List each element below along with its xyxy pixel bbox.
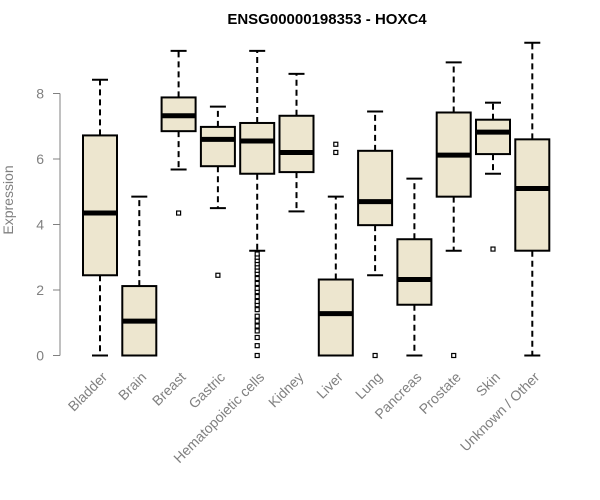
outlier-point [333, 149, 339, 156]
outlier-point [451, 352, 457, 359]
outlier-point [254, 307, 260, 313]
outlier-point [254, 251, 260, 257]
box-rect [317, 278, 354, 357]
box-skin [475, 101, 511, 252]
x-tick-label: Kidney [265, 369, 307, 411]
box-rect [396, 238, 433, 306]
outlier-point [254, 275, 260, 282]
box-rect [357, 149, 394, 227]
box-hematopoietic-cells [239, 49, 276, 359]
outlier-point [254, 285, 260, 291]
y-tick-label: 0 [36, 348, 44, 364]
chart-title: ENSG00000198353 - HOXC4 [227, 11, 427, 28]
x-tick-label: Lung [352, 369, 385, 402]
box-prostate [435, 61, 472, 359]
outlier-point [490, 246, 496, 252]
x-tick-label: Brain [115, 369, 149, 403]
box-rect [82, 134, 118, 277]
box-kidney [278, 72, 315, 213]
box-rect [199, 125, 236, 168]
x-tick-label: Breast [149, 369, 189, 409]
box-liver [317, 141, 354, 357]
box-rect [514, 138, 551, 252]
y-tick-label: 6 [36, 151, 44, 167]
outlier-point [254, 313, 260, 319]
y-axis-label: Expression [0, 165, 16, 234]
x-tick-label: Bladder [65, 369, 111, 415]
outlier-point [372, 352, 378, 359]
outlier-point [333, 141, 339, 147]
outlier-point [254, 328, 260, 334]
box-rect [239, 121, 276, 175]
boxes-group [82, 41, 551, 359]
x-tick-label: Prostate [416, 369, 464, 417]
box-pancreas [396, 177, 433, 357]
x-tick-label: Skin [473, 369, 504, 400]
x-tick-label: Liver [313, 369, 346, 402]
outlier-point [254, 298, 260, 305]
y-axis: 0 2 4 6 8 [36, 86, 61, 364]
y-tick-label: 2 [36, 282, 44, 298]
y-tick-label: 8 [36, 86, 44, 102]
outlier-point [254, 352, 260, 359]
outlier-point [254, 343, 260, 349]
box-brain [121, 195, 158, 357]
box-lung [357, 110, 394, 359]
box-unknown-other [514, 41, 551, 357]
outlier-point [254, 334, 260, 341]
outlier-point [215, 272, 221, 278]
box-rect [278, 114, 315, 174]
box-gastric [199, 105, 236, 278]
box-rect [475, 118, 511, 156]
box-bladder [82, 78, 118, 357]
outlier-point [254, 280, 260, 287]
outlier-point [254, 323, 260, 329]
outlier-point [254, 318, 260, 324]
outlier-point [254, 293, 260, 300]
box-breast [160, 49, 197, 216]
y-tick-label: 4 [36, 217, 44, 233]
outlier-point [176, 210, 182, 216]
